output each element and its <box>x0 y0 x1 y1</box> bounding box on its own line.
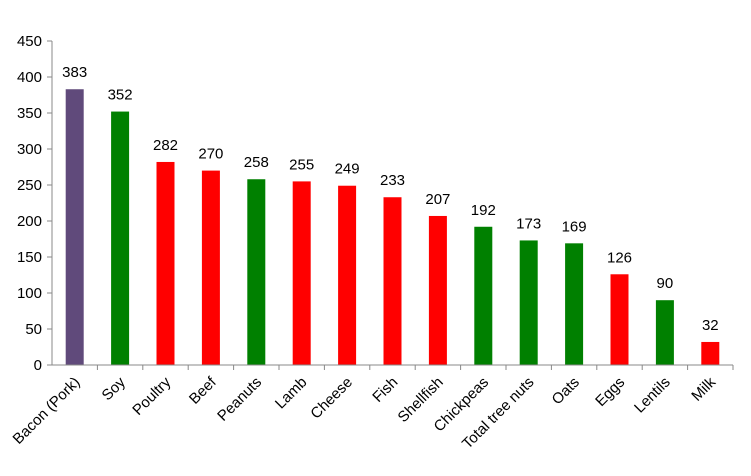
y-tick-label: 350 <box>17 105 42 122</box>
x-tick-label: Lamb <box>272 374 311 413</box>
y-tick-label: 200 <box>17 213 42 230</box>
bar <box>292 181 311 365</box>
y-tick-label: 250 <box>17 177 42 194</box>
y-tick-label: 400 <box>17 69 42 86</box>
bar <box>428 215 447 365</box>
bars: 383 352 282 270 258 255 249 233 207 192 173 169 126 9… <box>62 64 720 366</box>
x-tick-label: Cheese <box>307 374 356 423</box>
data-label: 173 <box>516 215 541 232</box>
bar <box>655 300 674 365</box>
bar <box>247 179 266 365</box>
x-tick-label: Poultry <box>129 373 174 418</box>
x-tick-label: Bacon (Pork) <box>10 374 84 448</box>
data-label: 192 <box>471 202 496 219</box>
y-tick-label: 150 <box>17 249 42 266</box>
x-tick-label: Peanuts <box>214 374 265 425</box>
data-label: 32 <box>702 317 719 334</box>
data-label: 233 <box>380 172 405 189</box>
y-tick-label: 300 <box>17 141 42 158</box>
bar <box>519 240 538 365</box>
bar <box>156 161 175 365</box>
y-tick-label: 100 <box>17 285 42 302</box>
data-label: 352 <box>108 87 133 104</box>
x-tick-label: Beef <box>186 373 220 407</box>
data-label: 270 <box>198 146 223 163</box>
bar <box>111 111 130 365</box>
bar <box>201 170 220 365</box>
x-tick-label: Lentils <box>631 374 674 417</box>
data-label: 383 <box>62 64 87 81</box>
data-label: 90 <box>657 275 674 292</box>
x-tick-label: Eggs <box>592 374 628 410</box>
data-label: 126 <box>607 249 632 266</box>
bar <box>610 274 629 365</box>
data-label: 258 <box>244 154 269 171</box>
data-label: 282 <box>153 137 178 154</box>
y-tick-label: 0 <box>34 357 42 374</box>
data-label: 207 <box>425 191 450 208</box>
x-tick-label: Oats <box>549 374 583 408</box>
x-tick-label: Soy <box>99 373 130 404</box>
bar <box>474 226 493 365</box>
x-tick-label: Fish <box>369 374 401 406</box>
x-tick-label: Milk <box>688 373 719 404</box>
y-axis: 0 50 100 150 200 250 300 350 400 450 <box>17 33 53 374</box>
bar <box>383 197 402 365</box>
data-label: 169 <box>562 218 587 235</box>
bar <box>701 341 720 365</box>
y-tick-label: 450 <box>17 33 42 50</box>
data-label: 255 <box>289 156 314 173</box>
bar <box>65 89 84 366</box>
y-tick-label: 50 <box>25 321 42 338</box>
bar <box>565 243 584 365</box>
bar <box>338 185 357 365</box>
data-label: 249 <box>335 161 360 178</box>
